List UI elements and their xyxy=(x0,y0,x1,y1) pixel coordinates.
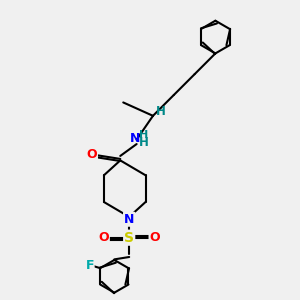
Text: H: H xyxy=(140,130,149,140)
Text: N: N xyxy=(130,132,140,145)
Text: O: O xyxy=(99,231,109,244)
Text: O: O xyxy=(87,148,98,161)
Text: F: F xyxy=(85,259,94,272)
Text: H: H xyxy=(139,136,149,149)
Text: H: H xyxy=(155,105,165,118)
Text: O: O xyxy=(149,231,160,244)
Text: S: S xyxy=(124,231,134,245)
Text: N: N xyxy=(124,213,134,226)
